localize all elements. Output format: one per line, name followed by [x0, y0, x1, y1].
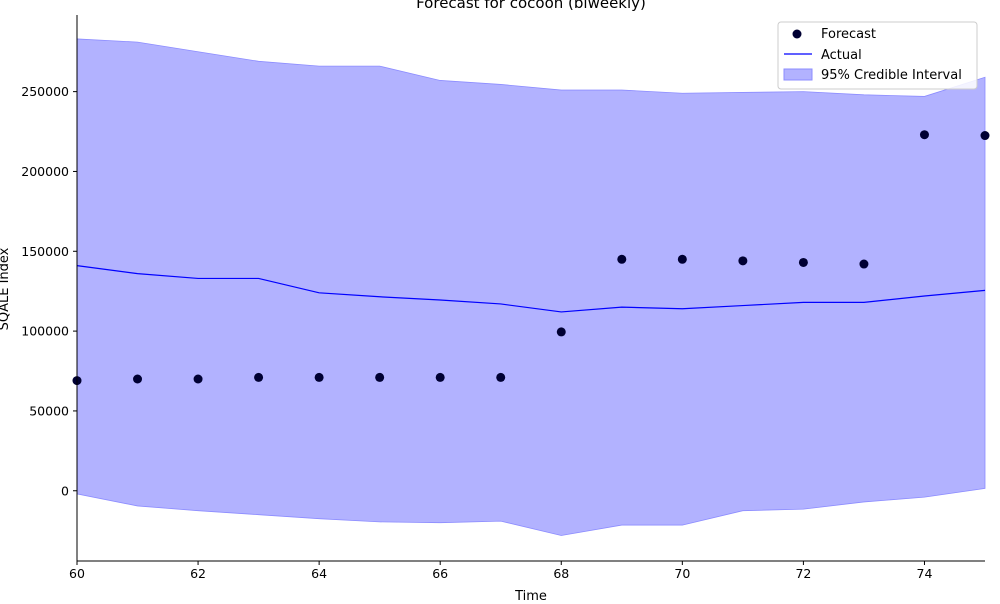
forecast-point — [919, 130, 929, 140]
x-tick-label: 68 — [553, 566, 569, 581]
forecast-point — [798, 257, 808, 267]
legend-interval-label: 95% Credible Interval — [821, 68, 962, 83]
forecast-point — [980, 131, 990, 141]
forecast-point — [556, 327, 566, 337]
y-tick-label: 250000 — [21, 84, 69, 99]
forecast-points-layer — [72, 130, 990, 386]
forecast-point — [314, 372, 324, 382]
legend-forecast-label: Forecast — [821, 27, 876, 42]
axes-layer — [76, 15, 985, 562]
x-tick-label: 74 — [917, 566, 933, 581]
chart-title: Forecast for cocoon (biweekly) — [416, 0, 646, 12]
forecast-point — [496, 372, 506, 382]
forecast-point — [375, 372, 385, 382]
forecast-point — [677, 254, 687, 264]
x-tick-label: 66 — [432, 566, 448, 581]
legend-box — [777, 21, 978, 90]
credible-interval-band — [76, 38, 986, 536]
forecast-point — [133, 374, 143, 384]
actual-line-layer — [76, 265, 986, 313]
legend-forecast-marker — [792, 29, 802, 39]
legend-actual-label: Actual — [821, 48, 862, 63]
x-tick-label: 70 — [674, 566, 690, 581]
forecast-point — [435, 372, 445, 382]
actual-line — [76, 265, 986, 313]
forecast-point — [859, 259, 869, 269]
x-axis-label: Time — [514, 589, 547, 600]
forecast-point — [617, 254, 627, 264]
y-tick-label: 100000 — [21, 324, 69, 339]
x-tick-label: 72 — [795, 566, 811, 581]
legend-interval-swatch — [783, 68, 813, 81]
y-tick-label: 200000 — [21, 164, 69, 179]
x-tick-label: 62 — [190, 566, 206, 581]
forecast-point — [193, 374, 203, 384]
y-tick-label: 0 — [61, 483, 69, 498]
y-tick-label: 150000 — [21, 244, 69, 259]
x-tick-label: 60 — [69, 566, 85, 581]
forecast-point — [254, 372, 264, 382]
x-tick-label: 64 — [311, 566, 327, 581]
credible-interval-layer — [76, 38, 986, 536]
y-tick-label: 50000 — [29, 403, 69, 418]
y-axis-label: SQALE Index — [0, 247, 12, 330]
ticks-layer: 60 62 64 66 68 70 72 74 0 50000 100000 150000 200000… — [21, 84, 932, 581]
forecast-point — [738, 256, 748, 266]
legend: Forecast Actual 95% Credible Interval — [777, 21, 978, 90]
